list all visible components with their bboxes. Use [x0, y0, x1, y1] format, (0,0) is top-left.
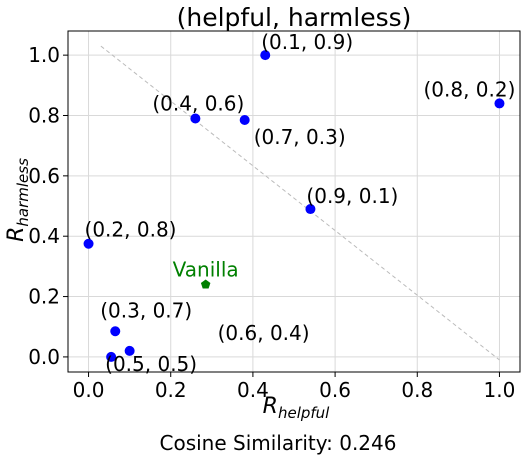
reference-dashed-line — [100, 45, 500, 361]
y-axis-label-sub: harmless — [14, 158, 32, 227]
point-label: (0.7, 0.3) — [254, 125, 346, 149]
vanilla-point — [200, 279, 211, 289]
data-points — [83, 50, 505, 362]
y-tick-label: 0.6 — [28, 164, 60, 188]
chart-title: (helpful, harmless) — [177, 3, 412, 32]
scatter-point — [305, 204, 316, 215]
scatter-point — [239, 115, 250, 126]
point-label: (0.8, 0.2) — [423, 77, 515, 101]
x-axis-label-main: R — [263, 394, 278, 419]
x-tick-label: 0.0 — [73, 378, 105, 402]
point-label: (0.2, 0.8) — [85, 218, 177, 242]
y-axis-label-main: R — [4, 227, 29, 242]
y-tick-label: 0.2 — [28, 285, 60, 309]
x-tick-label: 0.8 — [401, 378, 433, 402]
grid — [68, 31, 520, 372]
point-label: (0.4, 0.6) — [152, 92, 244, 116]
x-tick-label: 0.4 — [237, 378, 269, 402]
plot-frame — [67, 30, 521, 373]
y-tick-label: 0.4 — [28, 224, 60, 248]
point-label: (0.9, 0.1) — [306, 184, 398, 208]
x-tick-label: 0.2 — [155, 378, 187, 402]
vanilla-label: Vanilla — [173, 257, 239, 281]
y-tick-label: 0.8 — [28, 103, 60, 127]
x-tick-label: 1.0 — [484, 378, 516, 402]
y-tick-label: 1.0 — [28, 43, 60, 67]
point-labels: (0.1, 0.9) (0.8, 0.2) (0.4, 0.6) (0.7, 0.3)… — [85, 30, 516, 376]
scatter-point — [260, 50, 271, 61]
cosine-similarity-text: Cosine Similarity: 0.246 — [160, 431, 397, 455]
point-label: (0.6, 0.4) — [218, 321, 310, 345]
scatter-point — [106, 351, 117, 362]
scatter-point — [110, 326, 121, 337]
scatter-point — [83, 238, 94, 249]
x-axis-label-sub: helpful — [278, 404, 330, 422]
point-label: (0.3, 0.7) — [100, 298, 192, 322]
point-label: (0.5, 0.5) — [105, 352, 197, 376]
y-axis-label: Rharmless — [4, 158, 32, 242]
x-tick-label: 0.6 — [319, 378, 351, 402]
scatter-point — [494, 98, 505, 109]
y-tick-label: 0.0 — [28, 345, 60, 369]
point-label: (0.1, 0.9) — [261, 30, 353, 54]
reference-line — [100, 45, 500, 361]
scatter-point — [190, 113, 201, 124]
x-axis-label: Rhelpful — [263, 394, 331, 422]
scatter-point — [124, 345, 135, 356]
axis-ticks: 0.0 0.2 0.4 0.6 0.8 1.0 0.0 0.2 0.4 0.6 0.8 1.0 — [28, 43, 515, 402]
